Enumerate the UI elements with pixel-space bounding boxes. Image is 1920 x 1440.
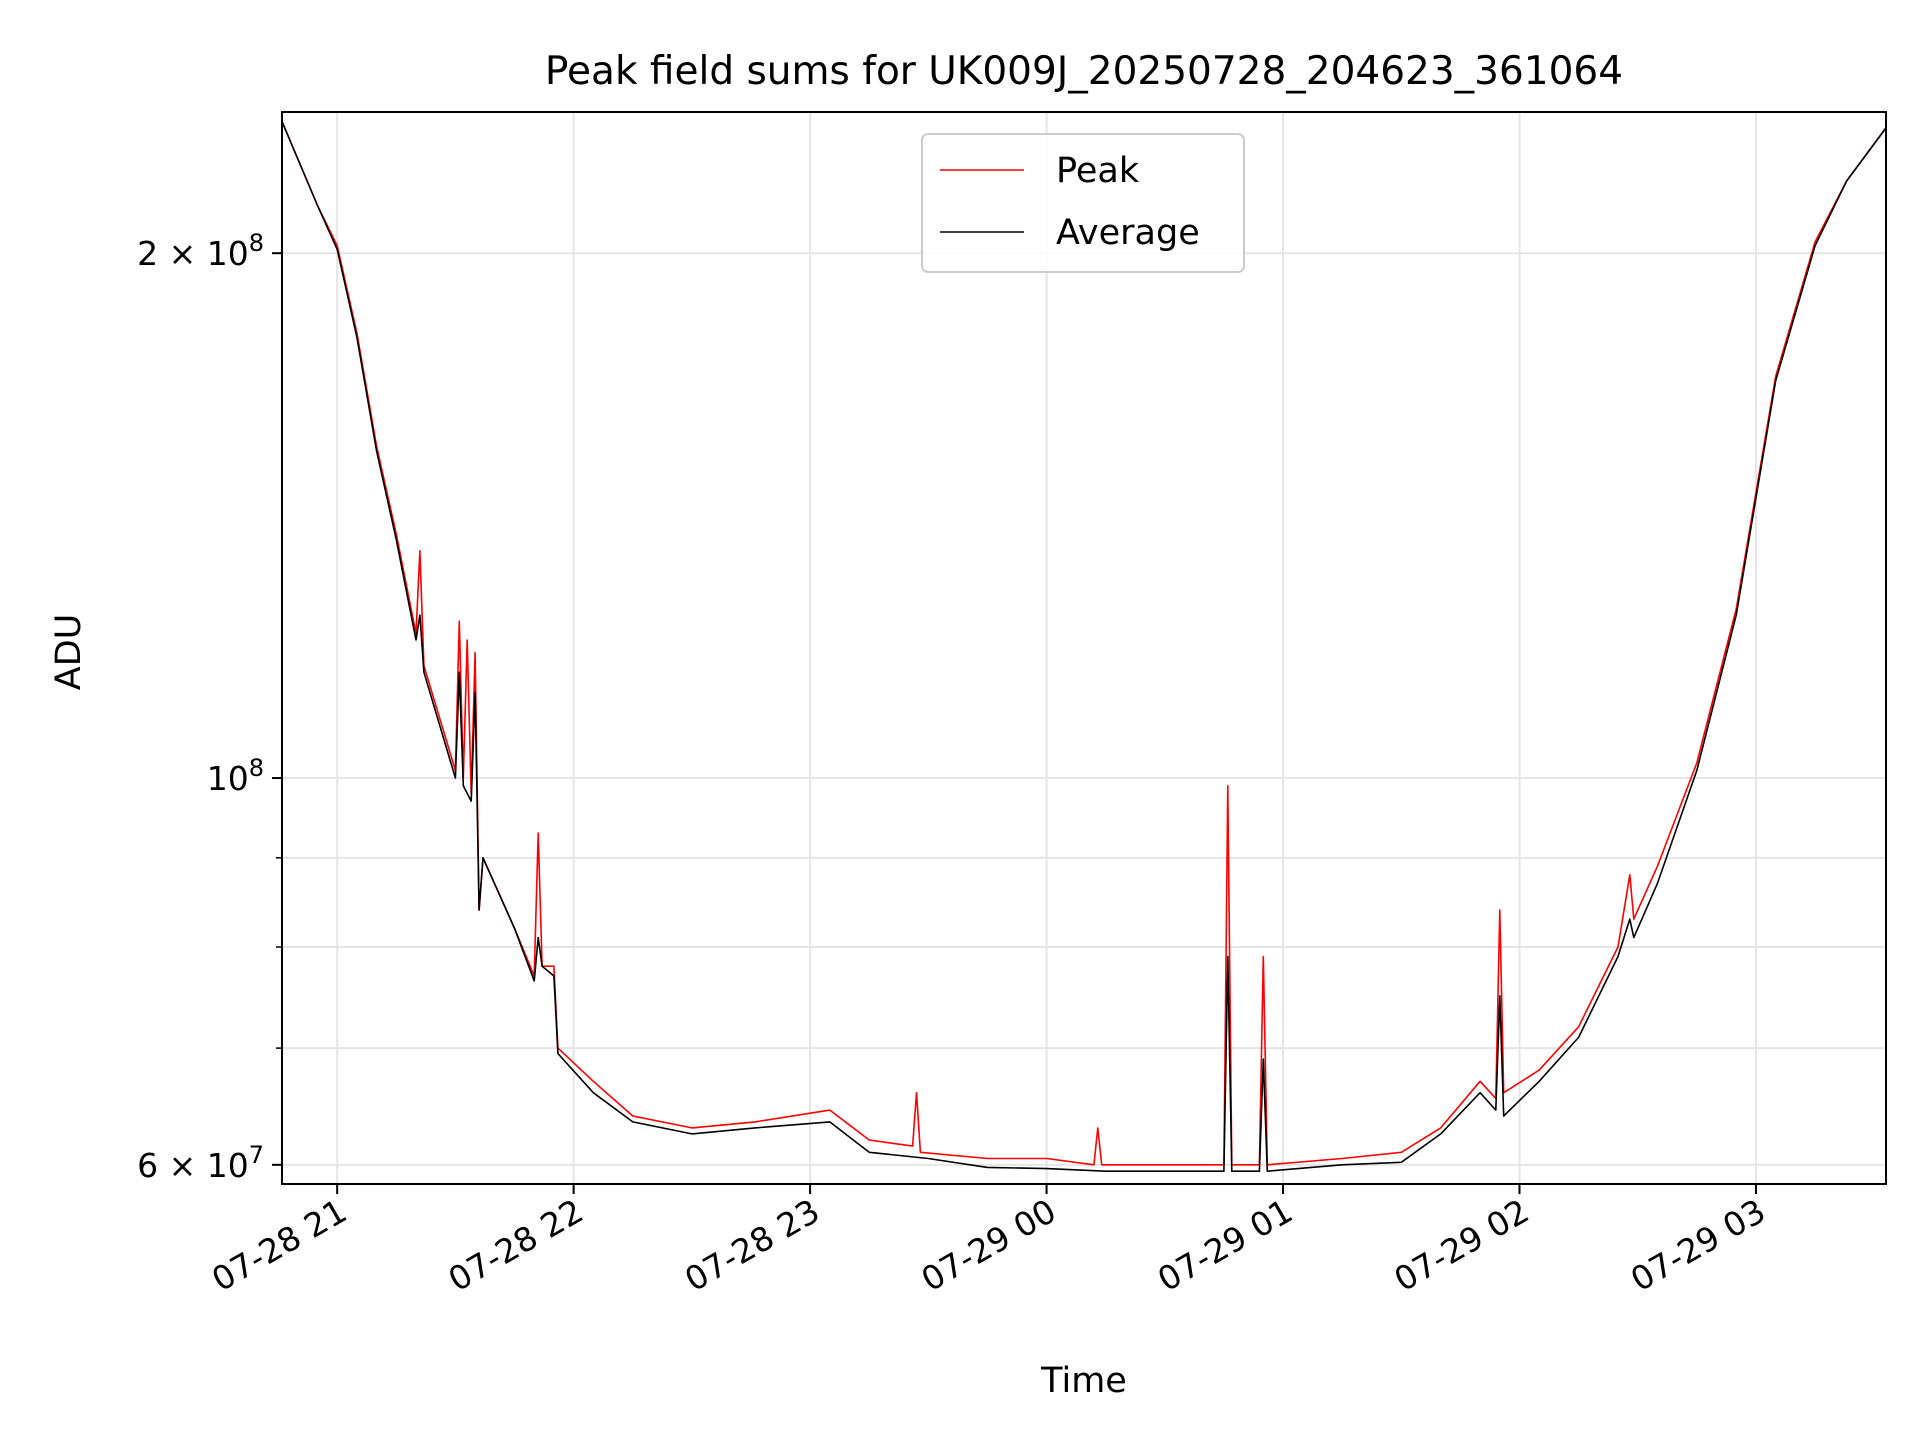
y-axis-label: ADU	[49, 614, 89, 691]
y-tick-label: 6 × 107	[137, 1141, 264, 1185]
plot-frame	[281, 111, 1887, 1185]
x-axis-label: Time	[1040, 1361, 1127, 1401]
legend-average-label: Average	[1056, 213, 1200, 253]
legend-peak-label: Peak	[1056, 151, 1140, 191]
chart-title: Peak field sums for UK009J_20250728_2046…	[545, 49, 1623, 94]
y-tick-label: 2 × 108	[137, 229, 264, 273]
legend-box	[921, 133, 1245, 273]
series-line-average	[281, 121, 1887, 1172]
series-lines	[281, 121, 1887, 1172]
legend: Peak Average	[921, 133, 1245, 273]
y-tick-label: 108	[207, 754, 264, 798]
gridlines	[282, 112, 1886, 1184]
series-line-peak	[281, 121, 1887, 1166]
